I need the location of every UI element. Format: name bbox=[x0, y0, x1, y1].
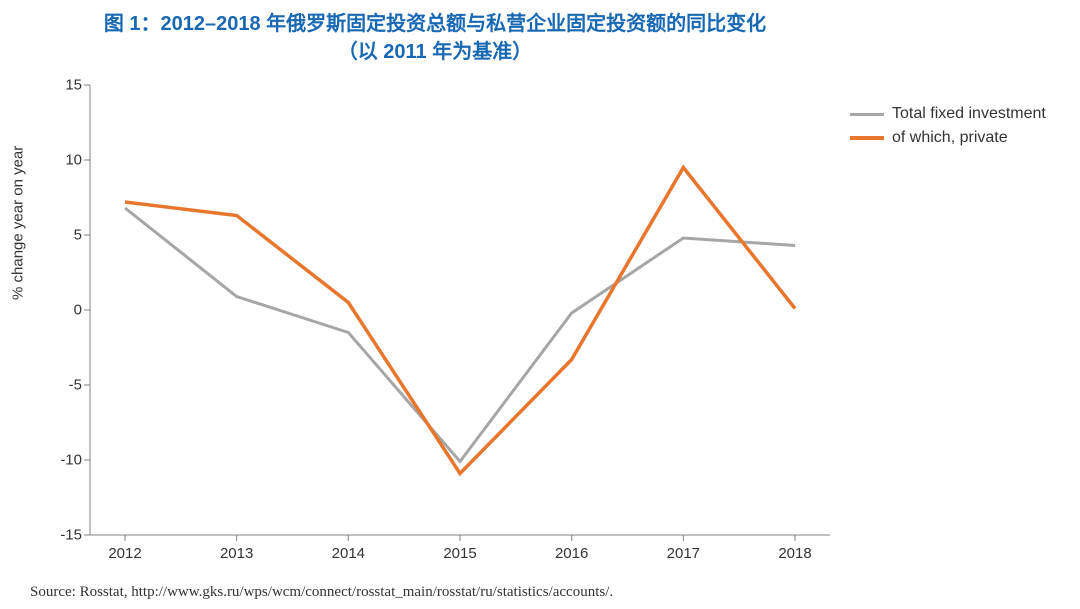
y-axis-label: % change year on year bbox=[10, 146, 27, 300]
chart-title-line1: 图 1：2012–2018 年俄罗斯固定投资总额与私营企业固定投资额的同比变化 bbox=[104, 13, 766, 35]
x-tick-label: 2018 bbox=[778, 545, 811, 562]
chart-title: 图 1：2012–2018 年俄罗斯固定投资总额与私营企业固定投资额的同比变化 … bbox=[0, 10, 870, 66]
chart-title-line2: （以 2011 年为基准） bbox=[338, 41, 533, 63]
y-tick-label: 5 bbox=[74, 227, 82, 244]
x-tick-label: 2016 bbox=[555, 545, 588, 562]
y-tick-label: -5 bbox=[69, 377, 82, 394]
y-tick-label: -10 bbox=[60, 452, 82, 469]
x-tick-label: 2017 bbox=[667, 545, 700, 562]
x-tick-label: 2015 bbox=[443, 545, 476, 562]
legend-item: of which, private bbox=[850, 129, 1046, 147]
plot-area: -15-10-505101520122013201420152016201720… bbox=[90, 85, 830, 535]
y-tick-label: 0 bbox=[74, 302, 82, 319]
plot-svg bbox=[90, 85, 830, 535]
legend: Total fixed investment of which, private bbox=[850, 105, 1046, 153]
legend-label: Total fixed investment bbox=[892, 105, 1046, 123]
y-tick-label: 15 bbox=[65, 77, 82, 94]
legend-swatch bbox=[850, 136, 884, 140]
source-text: Source: Rosstat, http://www.gks.ru/wps/w… bbox=[30, 584, 613, 601]
legend-swatch bbox=[850, 113, 884, 116]
x-tick-label: 2012 bbox=[108, 545, 141, 562]
legend-item: Total fixed investment bbox=[850, 105, 1046, 123]
x-tick-label: 2013 bbox=[220, 545, 253, 562]
y-tick-label: 10 bbox=[65, 152, 82, 169]
legend-label: of which, private bbox=[892, 129, 1008, 147]
chart-container: 图 1：2012–2018 年俄罗斯固定投资总额与私营企业固定投资额的同比变化 … bbox=[0, 0, 1080, 609]
y-tick-label: -15 bbox=[60, 527, 82, 544]
x-tick-label: 2014 bbox=[332, 545, 365, 562]
